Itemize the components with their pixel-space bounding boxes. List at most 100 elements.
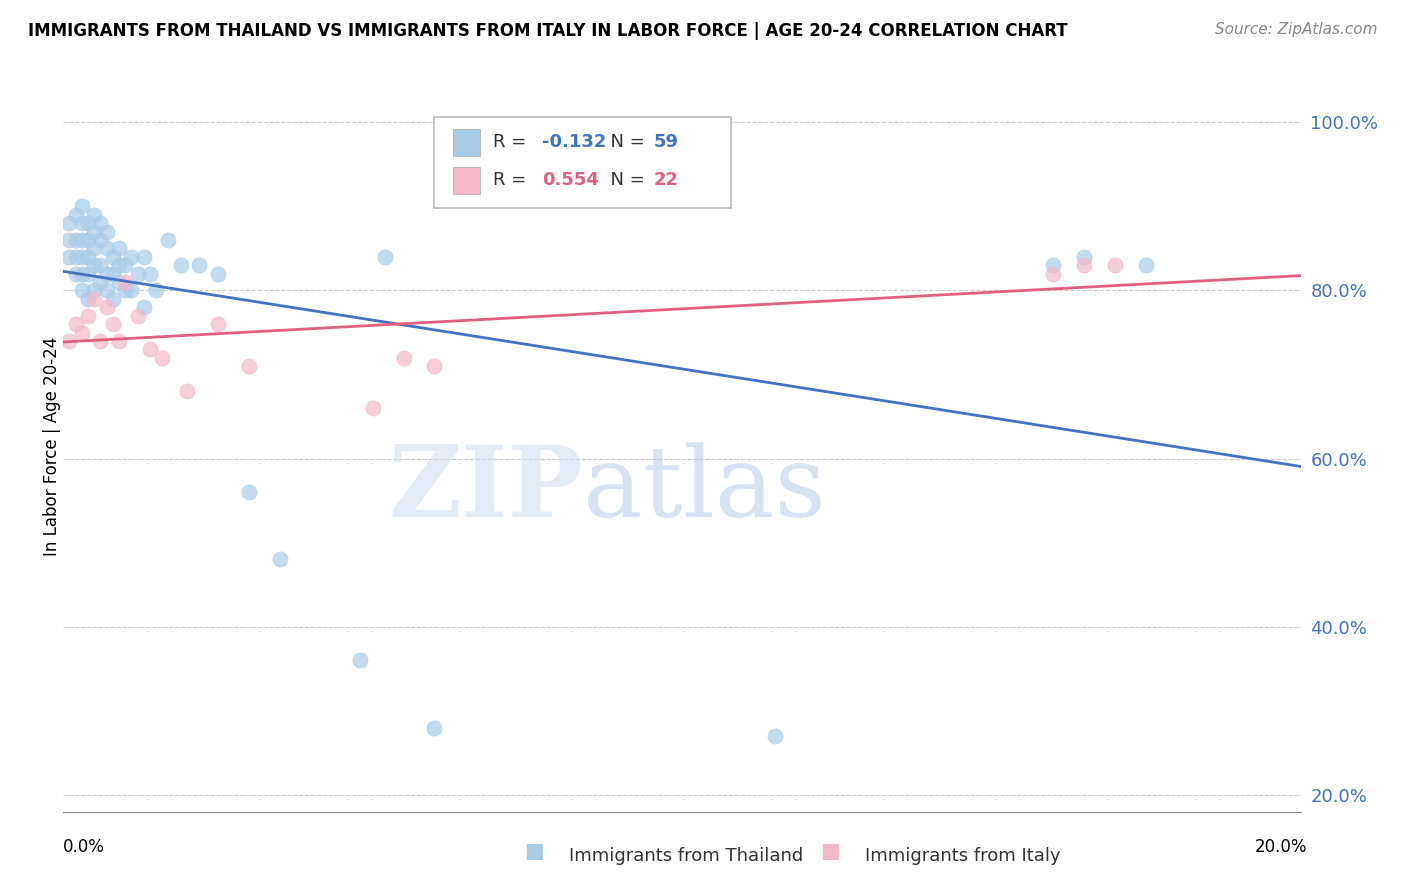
Bar: [453, 128, 481, 156]
Point: [96, 242, 118, 256]
Point: [77, 216, 100, 230]
Point: [423, 359, 446, 373]
Point: [83, 258, 105, 272]
Point: [83, 208, 105, 222]
Point: [120, 284, 142, 298]
Point: [114, 258, 136, 272]
FancyBboxPatch shape: [434, 117, 731, 209]
Point: [188, 258, 211, 272]
Text: ZIP: ZIP: [388, 442, 583, 539]
Point: [83, 225, 105, 239]
Point: [70, 216, 93, 230]
Point: [89, 258, 111, 272]
Point: [77, 233, 100, 247]
Point: [132, 250, 155, 264]
Point: [238, 359, 260, 373]
Text: Source: ZipAtlas.com: Source: ZipAtlas.com: [1215, 22, 1378, 37]
Text: 22: 22: [654, 171, 679, 189]
Point: [108, 242, 131, 256]
Text: 59: 59: [654, 134, 679, 152]
Text: 0.554: 0.554: [543, 171, 599, 189]
Text: 20.0%: 20.0%: [1256, 838, 1308, 856]
Text: IMMIGRANTS FROM THAILAND VS IMMIGRANTS FROM ITALY IN LABOR FORCE | AGE 20-24 COR: IMMIGRANTS FROM THAILAND VS IMMIGRANTS F…: [28, 22, 1067, 40]
Point: [89, 275, 111, 289]
Point: [170, 258, 193, 272]
Text: -0.132: -0.132: [543, 134, 606, 152]
Point: [77, 292, 100, 306]
Point: [65, 233, 87, 247]
Point: [58, 233, 80, 247]
Point: [361, 401, 384, 416]
Point: [89, 233, 111, 247]
Bar: [453, 167, 481, 194]
Point: [423, 721, 446, 735]
Text: atlas: atlas: [583, 442, 825, 538]
Point: [65, 267, 87, 281]
Point: [58, 216, 80, 230]
Point: [70, 326, 93, 340]
Point: [65, 208, 87, 222]
Point: [392, 351, 415, 365]
Point: [1135, 258, 1157, 272]
Point: [139, 267, 162, 281]
Point: [1073, 258, 1095, 272]
Point: [108, 275, 131, 289]
Point: [70, 250, 93, 264]
Point: [83, 284, 105, 298]
Point: [108, 258, 131, 272]
Point: [763, 729, 786, 743]
Text: Immigrants from Thailand: Immigrants from Thailand: [569, 847, 804, 865]
Text: R =: R =: [492, 171, 531, 189]
Text: ■: ■: [524, 841, 544, 861]
Point: [65, 317, 87, 331]
Point: [207, 267, 229, 281]
Point: [70, 284, 93, 298]
Point: [65, 250, 87, 264]
Point: [176, 384, 198, 399]
Point: [96, 225, 118, 239]
Point: [58, 250, 80, 264]
Point: [77, 250, 100, 264]
Point: [101, 267, 124, 281]
Point: [114, 275, 136, 289]
Point: [58, 334, 80, 348]
Point: [70, 233, 93, 247]
Point: [120, 250, 142, 264]
Text: 0.0%: 0.0%: [63, 838, 105, 856]
Point: [127, 267, 149, 281]
Point: [83, 292, 105, 306]
Point: [269, 552, 291, 566]
Point: [207, 317, 229, 331]
Point: [101, 250, 124, 264]
Point: [101, 317, 124, 331]
Point: [89, 216, 111, 230]
Point: [1042, 267, 1064, 281]
Point: [96, 284, 118, 298]
Text: N =: N =: [599, 171, 651, 189]
Point: [132, 300, 155, 314]
Point: [1042, 258, 1064, 272]
Text: R =: R =: [492, 134, 531, 152]
Point: [70, 199, 93, 213]
Point: [70, 267, 93, 281]
Point: [157, 233, 180, 247]
Point: [96, 300, 118, 314]
Point: [1073, 250, 1095, 264]
Point: [114, 284, 136, 298]
Point: [89, 334, 111, 348]
Point: [349, 653, 371, 667]
Point: [96, 267, 118, 281]
Text: Immigrants from Italy: Immigrants from Italy: [865, 847, 1060, 865]
Point: [101, 292, 124, 306]
Point: [374, 250, 396, 264]
Point: [77, 267, 100, 281]
Point: [127, 309, 149, 323]
Point: [77, 309, 100, 323]
Point: [139, 343, 162, 357]
Point: [83, 242, 105, 256]
Point: [1104, 258, 1126, 272]
Text: N =: N =: [599, 134, 651, 152]
Point: [238, 485, 260, 500]
Point: [150, 351, 173, 365]
Point: [145, 284, 167, 298]
